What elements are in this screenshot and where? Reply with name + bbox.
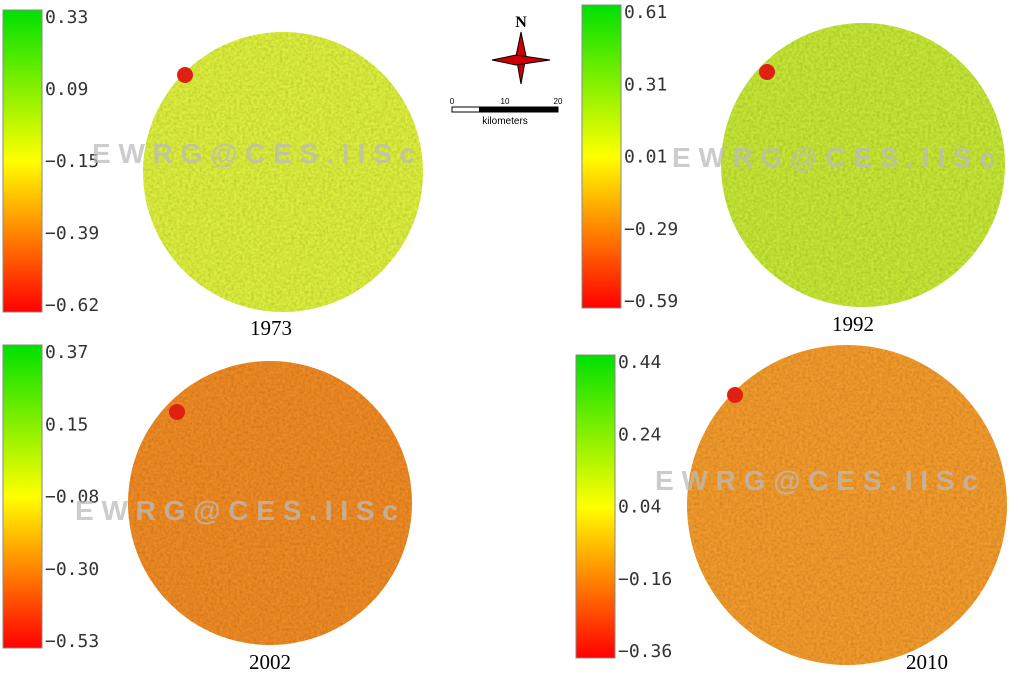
legend-label: −0.53 (45, 631, 99, 652)
legend-label: −0.39 (45, 223, 99, 244)
legend-label: −0.59 (624, 291, 678, 312)
legend-label: −0.29 (624, 219, 678, 240)
scale-bar: 0 10 20 kilometers (450, 97, 563, 127)
scale-bar-segment (479, 107, 505, 112)
watermark: E W R G @ C E S . I I S c (92, 138, 415, 169)
map-panel: 0.44 0.24 0.04 −0.16 −0.36 E W R G @ C E S . … (575, 345, 1007, 674)
year-label: 2002 (249, 650, 291, 674)
legend-label: −0.15 (45, 151, 99, 172)
legend-label: −0.08 (45, 487, 99, 508)
urban-core (169, 404, 185, 420)
study-area (687, 345, 1007, 665)
watermark: E W R G @ C E S . I I S c (655, 465, 978, 496)
legend-ramp (2, 9, 43, 313)
map-panel: 0.61 0.31 0.01 −0.29 −0.59 E W R G @ C E S . … (581, 2, 1005, 336)
north-arrow: N (491, 14, 551, 85)
study-area (721, 23, 1005, 307)
legend-label: 0.09 (45, 79, 88, 100)
legend-label: 0.04 (618, 497, 661, 518)
scale-bar-segment (505, 107, 558, 112)
legend-label: 0.24 (618, 424, 661, 445)
urban-core (727, 387, 743, 403)
scale-tick: 0 (450, 97, 455, 106)
legend-ramp (581, 4, 622, 309)
legend-label: −0.30 (45, 559, 99, 580)
legend-label: 0.61 (624, 2, 667, 23)
map-panel: 0.33 0.09 −0.15 −0.39 −0.62 E W R G @ C E S .… (2, 7, 423, 340)
year-label: 1973 (250, 316, 292, 340)
scale-tick: 10 (501, 97, 510, 106)
legend-label: 0.31 (624, 74, 667, 95)
study-area (143, 32, 423, 312)
watermark: E W R G @ C E S . I I S c (75, 495, 398, 526)
legend-ramp (2, 344, 43, 649)
scale-tick: 20 (554, 97, 563, 106)
legend-ramp (575, 354, 616, 659)
urban-core (177, 67, 193, 83)
legend-label: 0.15 (45, 414, 88, 435)
arrow-ew (491, 54, 551, 66)
legend-label: 0.44 (618, 352, 661, 373)
panels: 0.33 0.09 −0.15 −0.39 −0.62 E W R G @ C E S .… (2, 2, 1007, 674)
legend-label: −0.36 (618, 641, 672, 662)
legend-label: 0.37 (45, 342, 88, 363)
year-label: 2010 (906, 650, 948, 674)
legend-label: 0.01 (624, 147, 667, 168)
year-label: 1992 (832, 312, 874, 336)
legend-label: 0.33 (45, 7, 88, 28)
legend-label: −0.62 (45, 295, 99, 316)
map-panel: 0.37 0.15 −0.08 −0.30 −0.53 E W R G @ C E S .… (2, 342, 412, 674)
watermark: E W R G @ C E S . I I S c (672, 142, 995, 173)
north-label: N (515, 14, 527, 31)
study-area (128, 361, 412, 645)
urban-core (759, 64, 775, 80)
scale-unit: kilometers (482, 116, 528, 127)
legend-label: −0.16 (618, 569, 672, 590)
